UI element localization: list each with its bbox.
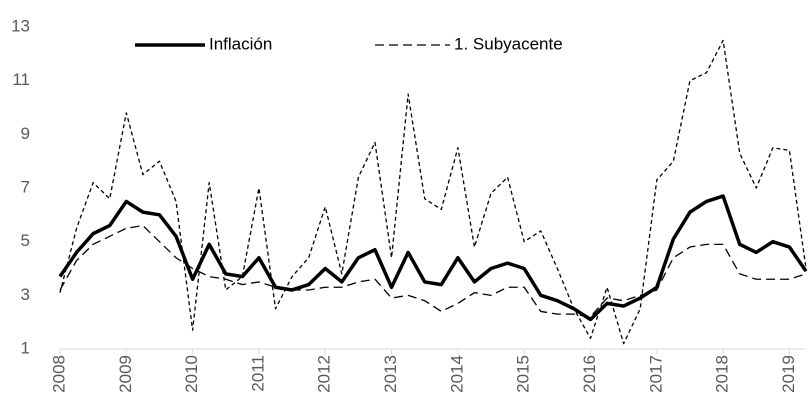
series-line (59, 39, 807, 345)
y-tick-label: 9 (21, 124, 30, 143)
x-tick-label: 2011 (248, 355, 267, 392)
y-tick-label: 7 (21, 177, 30, 196)
x-tick-label: 2019 (779, 355, 798, 393)
x-tick-label: 2014 (447, 355, 466, 393)
series-line (59, 224, 807, 318)
x-tick-label: 2010 (182, 355, 201, 393)
x-tick-label: 2018 (713, 355, 732, 393)
x-tick-label: 2012 (315, 355, 334, 393)
y-tick-label: 11 (12, 70, 30, 89)
legend-label: 1. Subyacente (454, 34, 563, 53)
legend: Inflación 1. Subyacente (135, 34, 563, 53)
y-tick-label: 1 (21, 338, 30, 357)
legend-label: Inflación (209, 34, 272, 53)
x-tick-label: 2013 (381, 355, 400, 393)
y-tick-label: 5 (21, 231, 30, 250)
series-line (58, 194, 808, 322)
x-tick-label: 2008 (49, 355, 68, 393)
x-tick-label: 2015 (514, 355, 533, 393)
y-tick-label: 3 (21, 285, 30, 304)
y-tick-label: 13 (11, 16, 30, 35)
x-tick-label: 2017 (646, 355, 665, 393)
x-tick-label: 2009 (116, 355, 135, 393)
x-tick-label: 2016 (580, 355, 599, 393)
